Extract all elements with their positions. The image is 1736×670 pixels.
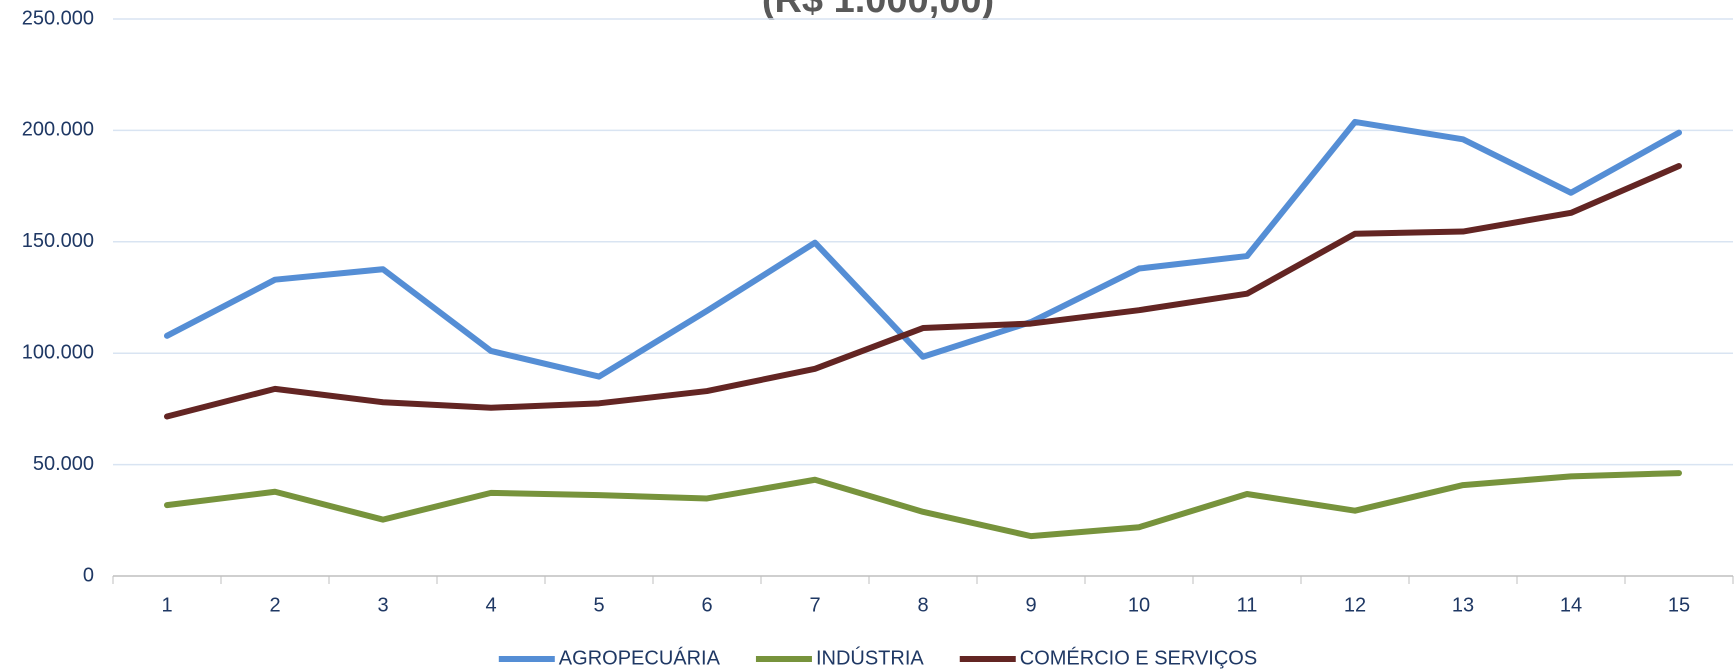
x-tick-label: 10 — [1128, 594, 1150, 616]
y-tick-label: 0 — [83, 564, 94, 586]
x-tick-label: 7 — [809, 594, 820, 616]
legend-label: AGROPECUÁRIA — [559, 646, 721, 669]
x-tick-label: 13 — [1452, 594, 1474, 616]
x-tick-label: 4 — [485, 594, 496, 616]
legend-label: INDÚSTRIA — [816, 646, 924, 669]
x-tick-label: 8 — [917, 594, 928, 616]
x-tick-label: 5 — [593, 594, 604, 616]
y-tick-label: 150.000 — [22, 230, 94, 252]
x-tick-label: 6 — [701, 594, 712, 616]
chart-title: (R$ 1.000,00) — [762, 0, 994, 21]
series-line — [164, 163, 1682, 420]
series-line — [164, 470, 1682, 540]
legend-label: COMÉRCIO E SERVIÇOS — [1020, 646, 1257, 669]
x-tick-label: 14 — [1560, 594, 1582, 616]
y-tick-label: 100.000 — [22, 341, 94, 363]
y-tick-label: 250.000 — [22, 7, 94, 29]
series-line — [164, 118, 1682, 380]
x-tick-label: 3 — [377, 594, 388, 616]
x-tick-label: 12 — [1344, 594, 1366, 616]
x-tick-label: 2 — [269, 594, 280, 616]
x-tick-label: 15 — [1668, 594, 1690, 616]
x-tick-label: 9 — [1025, 594, 1036, 616]
x-tick-label: 1 — [161, 594, 172, 616]
x-tick-label: 11 — [1237, 594, 1258, 616]
y-tick-label: 200.000 — [22, 119, 94, 141]
y-tick-label: 50.000 — [33, 453, 94, 475]
